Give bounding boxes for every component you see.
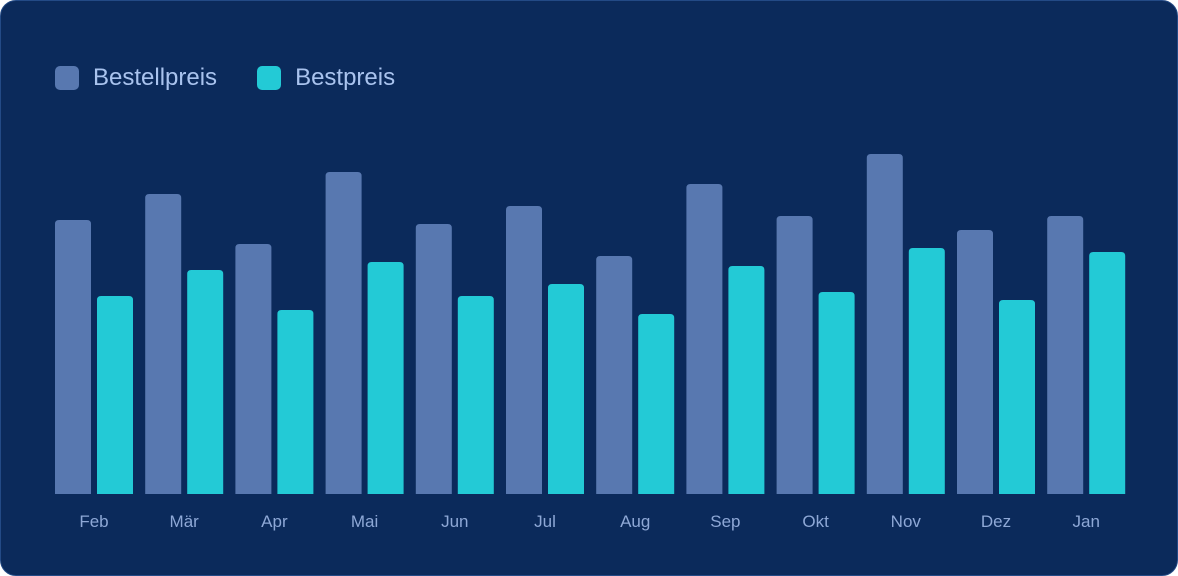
- legend-swatch-bestellpreis: [55, 66, 79, 90]
- bar-bestpreis-mai: [367, 262, 404, 494]
- bar-bestpreis-sep: [728, 266, 765, 494]
- x-tick-label: Jun: [441, 512, 468, 531]
- bar-bestellpreis-jan: [1047, 216, 1084, 494]
- x-tick-label: Nov: [891, 512, 922, 531]
- bar-bestellpreis-sep: [686, 184, 723, 494]
- bar-bestellpreis-jun: [415, 224, 452, 494]
- legend-item-bestpreis: Bestpreis: [257, 63, 395, 93]
- bars-layer: [55, 154, 1126, 494]
- bar-bestpreis-mär: [187, 270, 224, 494]
- x-tick-label: Mär: [170, 512, 200, 531]
- bar-bestpreis-feb: [97, 296, 133, 494]
- bar-bestellpreis-feb: [55, 220, 91, 494]
- legend-swatch-bestpreis: [257, 66, 282, 90]
- bar-bestellpreis-apr: [235, 244, 272, 494]
- bar-bestpreis-aug: [638, 314, 675, 494]
- bar-bestpreis-apr: [277, 310, 314, 494]
- x-tick-label: Sep: [710, 512, 740, 531]
- bar-bestellpreis-mai: [325, 172, 362, 494]
- x-tick-label: Jul: [534, 512, 556, 531]
- x-tick-label: Aug: [620, 512, 650, 531]
- legend-label-bestpreis: Bestpreis: [295, 64, 396, 91]
- bar-bestpreis-jul: [548, 284, 584, 494]
- x-tick-label: Jan: [1072, 512, 1099, 531]
- bar-bestpreis-jun: [457, 296, 494, 494]
- bar-bestellpreis-mär: [145, 194, 182, 494]
- x-tick-label: Feb: [79, 512, 108, 531]
- bar-bestellpreis-dez: [957, 230, 993, 494]
- chart-legend: Bestellpreis Bestpreis: [55, 63, 395, 93]
- bar-bestellpreis-okt: [776, 216, 813, 494]
- x-tick-label: Okt: [802, 512, 829, 531]
- x-tick-label: Mai: [351, 512, 378, 531]
- bar-bestpreis-nov: [908, 248, 945, 494]
- x-tick-label: Apr: [261, 512, 288, 531]
- x-tick-label: Dez: [981, 512, 1011, 531]
- x-axis-labels: Feb Mär Apr Mai Jun Jul Aug Sep Okt Nov Dez Jan: [79, 512, 1100, 531]
- bar-bestpreis-okt: [818, 292, 855, 494]
- legend-label-bestellpreis: Bestellpreis: [93, 64, 218, 91]
- legend-item-bestellpreis: Bestellpreis: [55, 63, 217, 93]
- bar-bestellpreis-jul: [506, 206, 542, 494]
- bar-bestellpreis-aug: [596, 256, 633, 494]
- bar-bestpreis-dez: [999, 300, 1035, 494]
- bar-bestellpreis-nov: [866, 154, 903, 494]
- bar-bestpreis-jan: [1089, 252, 1126, 494]
